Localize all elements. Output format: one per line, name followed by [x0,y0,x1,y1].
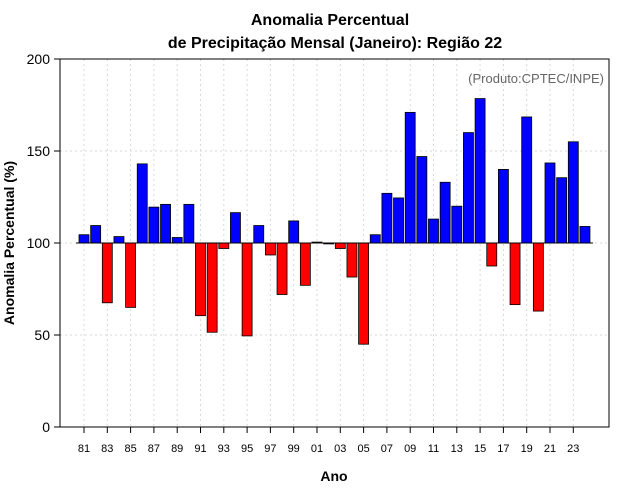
x-axis-label: Ano [320,468,347,484]
bar-1998 [276,242,288,295]
xtick-label-05: 05 [357,443,369,455]
xtick-label-95: 95 [241,443,253,455]
bar-2008 [393,197,404,244]
bar-1991 [195,242,206,317]
xtick-label-03: 03 [334,443,346,455]
ytick-label-0: 0 [42,419,50,435]
xtick-label-87: 87 [148,443,160,455]
chart-title-line1: Anomalia Percentual [251,12,409,29]
bar-2016 [486,242,498,267]
source-annotation: (Produto:CPTEC/INPE) [468,71,604,86]
bar-1982 [90,225,102,244]
chart-title-line2: de Precipitação Mensal (Janeiro): Região… [168,35,502,52]
bar-2003 [334,242,346,249]
xtick-label-83: 83 [101,443,113,455]
bar-1988 [160,203,171,244]
y-axis-ticks: 0 50 100 150 200 [27,51,60,435]
bar-2017 [497,168,509,244]
bar-2005 [358,242,370,345]
bar-1992 [206,242,218,333]
xtick-label-81: 81 [78,443,90,455]
xtick-label-01: 01 [311,443,323,455]
bar-2022 [556,177,568,244]
xtick-label-09: 09 [404,443,416,455]
bar-1984 [113,236,125,244]
bar-2011 [428,218,439,244]
xtick-label-89: 89 [171,443,183,455]
xtick-label-21: 21 [544,443,556,455]
bar-2024 [579,226,591,244]
ytick-label-50: 50 [34,327,50,343]
bar-2013 [451,205,463,244]
ytick-label-200: 200 [27,51,51,67]
bar-1994 [230,212,241,244]
bar-2006 [369,234,381,244]
xtick-label-99: 99 [288,443,300,455]
bar-2019 [521,116,533,244]
bar-2021 [544,162,556,244]
bar-1990 [183,203,195,244]
bar-1993 [218,242,230,249]
bar-1986 [136,163,148,244]
bar-1981 [78,234,90,244]
y-axis-label: Anomalia Percentual (%) [1,161,17,325]
bar-2010 [416,156,428,244]
xtick-label-85: 85 [124,443,136,455]
bar-1997 [264,242,276,256]
xtick-label-11: 11 [428,443,439,455]
bar-2015 [474,98,486,244]
ytick-label-150: 150 [27,143,51,159]
bar-1999 [288,220,300,244]
x-axis-ticks: 81 83 85 87 89 91 93 95 97 99 01 03 05 07 09 11 13 15 17 19… [78,427,579,455]
ytick-label-100: 100 [27,235,51,251]
bar-2014 [463,132,474,244]
bar-2007 [381,192,393,244]
bar-1985 [125,242,136,308]
xtick-label-07: 07 [381,443,393,455]
bar-2018 [509,242,521,306]
bar-2012 [439,181,451,244]
bar-1995 [241,242,253,337]
bar-1989 [171,237,183,244]
bar-2009 [404,111,416,244]
xtick-label-19: 19 [521,443,533,455]
bar-2020 [532,242,544,312]
xtick-label-15: 15 [474,443,486,455]
xtick-label-91: 91 [194,443,206,455]
xtick-label-93: 93 [218,443,230,455]
bar-2004 [346,242,358,278]
bars [78,98,591,345]
bar-1996 [253,225,265,244]
bar-1983 [101,242,113,304]
xtick-label-97: 97 [264,443,276,455]
bar-2000 [299,242,311,286]
xtick-label-13: 13 [451,443,463,455]
xtick-label-23: 23 [567,443,579,455]
bar-1987 [148,206,160,244]
xtick-label-17: 17 [497,443,509,455]
bar-2023 [567,141,579,244]
